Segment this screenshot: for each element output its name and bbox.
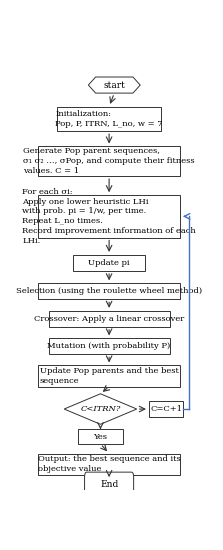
FancyBboxPatch shape [38, 195, 180, 238]
FancyBboxPatch shape [38, 454, 180, 475]
Text: Selection (using the roulette wheel method): Selection (using the roulette wheel meth… [16, 287, 202, 295]
Text: Update pi: Update pi [88, 259, 130, 267]
Polygon shape [64, 394, 137, 424]
FancyBboxPatch shape [38, 283, 180, 299]
FancyBboxPatch shape [78, 430, 123, 444]
Text: Update Pop parents and the best
sequence: Update Pop parents and the best sequence [40, 367, 179, 385]
Text: Output: the best sequence and its
objective value: Output: the best sequence and its object… [38, 455, 180, 473]
Text: Yes: Yes [93, 432, 107, 441]
Text: Mutation (with probability P): Mutation (with probability P) [47, 342, 171, 350]
FancyBboxPatch shape [73, 255, 145, 271]
Text: start: start [103, 80, 125, 90]
Text: C<ITRN?: C<ITRN? [80, 405, 121, 413]
Text: Generate Pop parent sequences,
σ₁ σ₂ …, σPop, and compute their fitness
values. : Generate Pop parent sequences, σ₁ σ₂ …, … [23, 147, 195, 175]
FancyBboxPatch shape [57, 107, 161, 131]
FancyBboxPatch shape [38, 365, 180, 387]
FancyBboxPatch shape [49, 338, 169, 354]
Polygon shape [88, 77, 140, 93]
FancyBboxPatch shape [49, 311, 169, 327]
Text: Crossover: Apply a linear crossover: Crossover: Apply a linear crossover [34, 315, 184, 323]
FancyBboxPatch shape [149, 401, 184, 417]
FancyBboxPatch shape [38, 146, 180, 176]
FancyBboxPatch shape [85, 472, 134, 497]
Text: Initialization:
Pop, P, ITRN, L_no, w = 7: Initialization: Pop, P, ITRN, L_no, w = … [55, 110, 163, 128]
Text: For each σi:
Apply one lower heuristic LHi
with prob. pi = 1/w, per time.
Repeat: For each σi: Apply one lower heuristic L… [22, 188, 196, 245]
Text: End: End [100, 480, 118, 489]
Text: C=C+1: C=C+1 [150, 405, 182, 413]
